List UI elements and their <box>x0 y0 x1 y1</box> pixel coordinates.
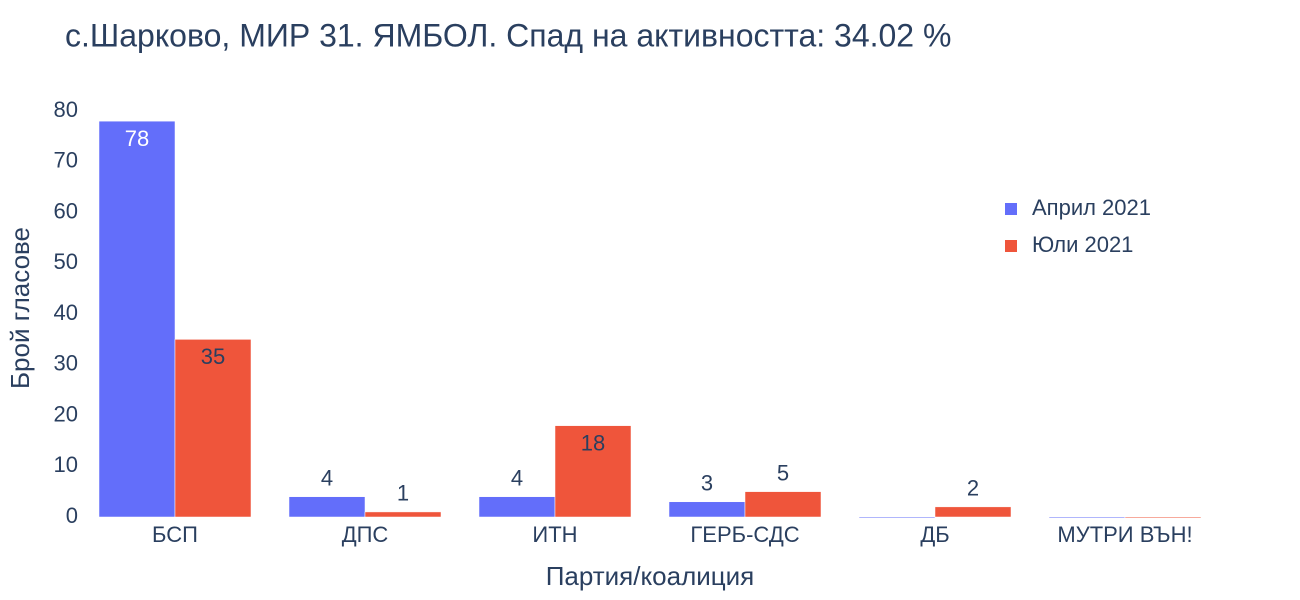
legend-label: Април 2021 <box>1032 195 1151 220</box>
y-axis-title: Брой гласове <box>5 227 35 389</box>
bar <box>288 496 366 518</box>
legend-swatch <box>1005 203 1017 215</box>
bar <box>174 339 252 518</box>
y-tick-label: 0 <box>66 503 78 528</box>
bar <box>668 501 746 518</box>
legend-label: Юли 2021 <box>1032 232 1133 257</box>
data-label: 78 <box>125 126 149 151</box>
data-label: 3 <box>701 471 713 496</box>
bar <box>744 491 822 518</box>
y-tick-label: 70 <box>54 148 78 173</box>
data-label: 1 <box>397 481 409 506</box>
bar <box>554 425 632 518</box>
chart-title: с.Шарково, МИР 31. ЯМБОЛ. Спад на активн… <box>65 17 951 53</box>
y-tick-label: 40 <box>54 300 78 325</box>
bar <box>364 511 442 518</box>
y-tick-label: 20 <box>54 401 78 426</box>
y-tick-label: 10 <box>54 452 78 477</box>
x-tick-label: ГЕРБ-СДС <box>690 522 799 547</box>
bar <box>98 120 176 518</box>
x-tick-label: БСП <box>152 522 198 547</box>
x-tick-label: МУТРИ ВЪН! <box>1057 522 1192 547</box>
bar <box>858 516 936 519</box>
bar <box>1048 516 1126 519</box>
bar <box>1124 516 1202 519</box>
x-axis-title: Партия/коалиция <box>546 561 755 591</box>
data-label: 4 <box>321 466 333 491</box>
data-label: 18 <box>581 430 605 455</box>
x-tick-label: ИТН <box>532 522 577 547</box>
data-label: 2 <box>967 476 979 501</box>
y-tick-label: 60 <box>54 198 78 223</box>
y-tick-label: 50 <box>54 249 78 274</box>
x-tick-label: ДПС <box>342 522 389 547</box>
data-label: 4 <box>511 466 523 491</box>
data-label: 5 <box>777 460 789 485</box>
data-label: 35 <box>201 344 225 369</box>
bar <box>478 496 556 518</box>
y-tick-label: 30 <box>54 351 78 376</box>
bar <box>934 506 1012 518</box>
y-tick-label: 80 <box>54 97 78 122</box>
legend-swatch <box>1005 240 1017 252</box>
x-tick-label: ДБ <box>920 522 949 547</box>
